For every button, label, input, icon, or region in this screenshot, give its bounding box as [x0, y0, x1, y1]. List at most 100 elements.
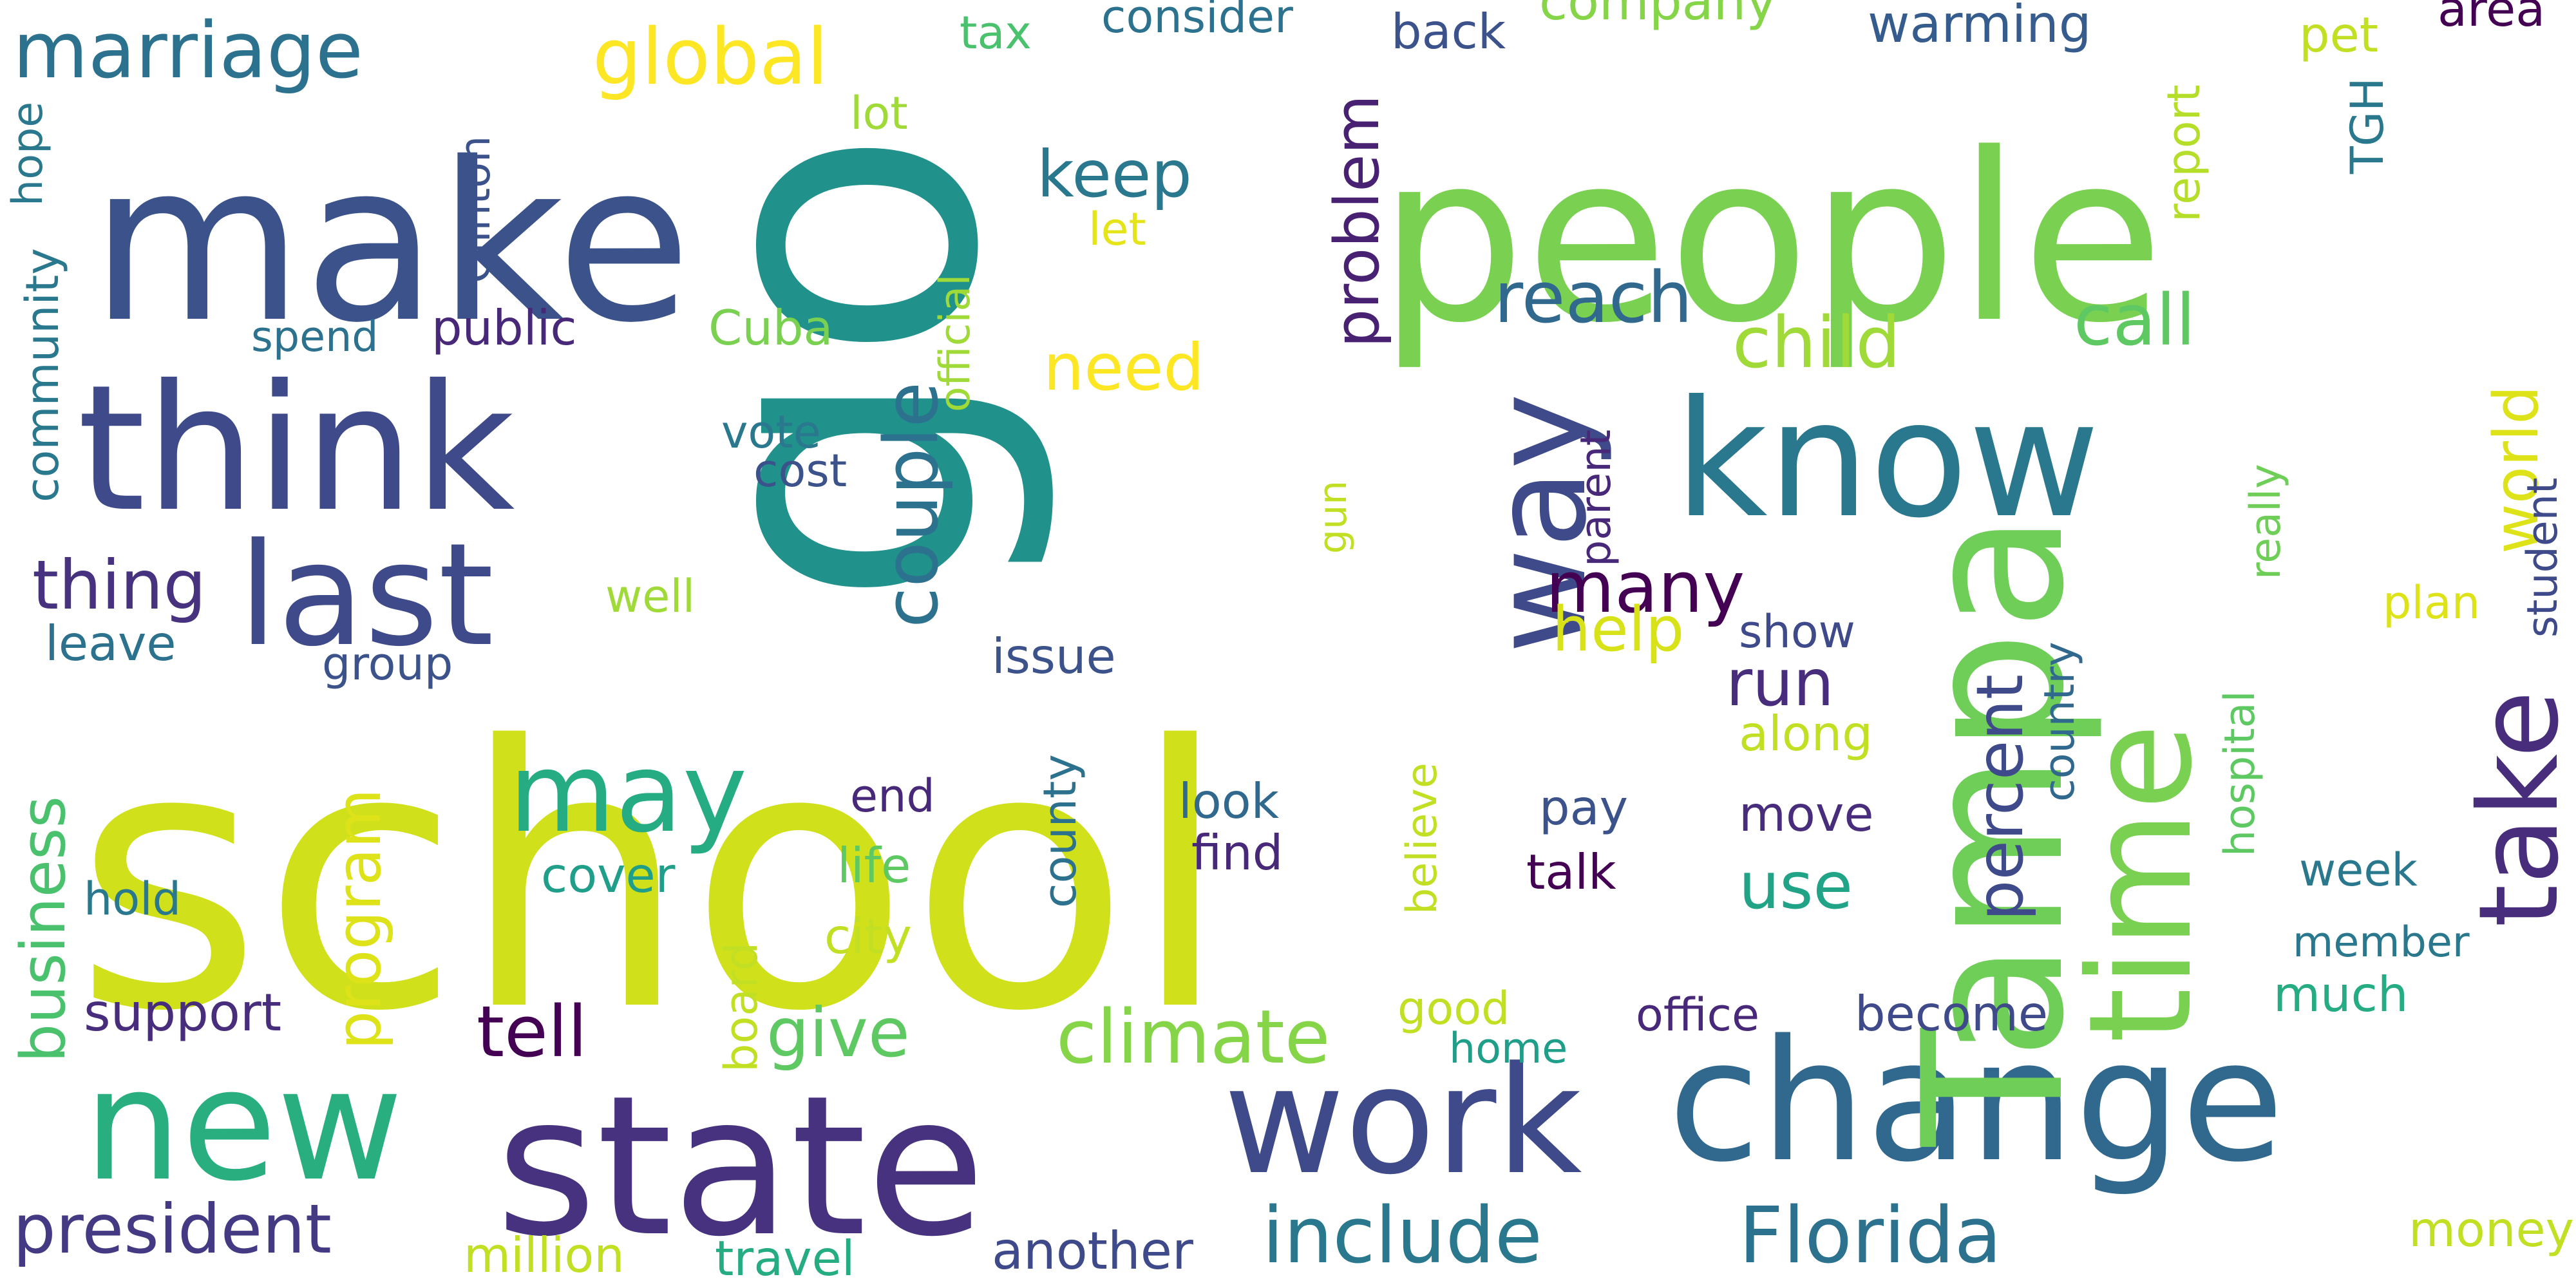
cloud-word-parent: parent [1572, 430, 1620, 567]
cloud-word-week: week [2299, 844, 2418, 896]
cloud-word-go: go [614, 127, 1064, 609]
cloud-word-vote: vote [721, 406, 821, 459]
cloud-word-tax: tax [960, 6, 1032, 59]
cloud-word-make: make [90, 116, 692, 371]
cloud-word-school: school [74, 670, 1230, 1090]
cloud-word-life: life [837, 837, 911, 894]
cloud-word-state: state [496, 1054, 985, 1279]
cloud-word-issue: issue [992, 628, 1116, 685]
cloud-word-spend: spend [251, 313, 379, 361]
cloud-word-good: good [1397, 982, 1510, 1035]
cloud-word-become: become [1855, 985, 2048, 1042]
cloud-word-give: give [766, 994, 910, 1072]
cloud-word-warming: warming [1868, 0, 2092, 54]
cloud-word-business: business [8, 796, 79, 1063]
cloud-word-marriage: marriage [13, 6, 363, 96]
cloud-word-member: member [2293, 918, 2470, 967]
cloud-word-use: use [1739, 848, 1853, 923]
cloud-word-pet: pet [2299, 6, 2378, 63]
cloud-word-cover: cover [541, 847, 676, 904]
cloud-word-hospital: hospital [2216, 690, 2264, 857]
cloud-word-clinton: Clinton [451, 136, 500, 283]
cloud-word-change: change [1668, 1005, 2284, 1199]
cloud-word-group: group [322, 638, 453, 690]
cloud-word-end: end [850, 770, 935, 822]
cloud-word-consider: consider [1101, 0, 1293, 43]
cloud-word-country: country [2036, 641, 2084, 802]
cloud-word-travel: travel [715, 1230, 855, 1287]
cloud-word-work: work [1224, 1036, 1582, 1208]
cloud-word-student: student [2519, 478, 2567, 638]
cloud-word-tampa: Tampa [1882, 513, 2107, 1150]
cloud-word-cost: cost [753, 444, 847, 497]
cloud-word-support: support [84, 983, 281, 1043]
cloud-word-let: let [1088, 203, 1146, 256]
cloud-word-community: community [16, 248, 69, 502]
cloud-word-world: world [2481, 385, 2552, 554]
cloud-word-find: find [1191, 824, 1283, 881]
cloud-word-florida: Florida [1739, 1191, 2002, 1281]
cloud-word-problem: problem [1322, 95, 1393, 348]
cloud-word-county: county [1034, 754, 1086, 908]
cloud-word-run: run [1726, 645, 1834, 721]
cloud-word-million: million [464, 1227, 625, 1283]
cloud-word-time: time [2058, 723, 2223, 1043]
cloud-word-move: move [1739, 786, 1873, 842]
cloud-word-hope: hope [4, 102, 52, 206]
cloud-word-gun: gun [1311, 480, 1356, 554]
cloud-word-child: child [1732, 301, 1900, 384]
cloud-word-include: include [1262, 1191, 1542, 1281]
cloud-word-talk: talk [1526, 844, 1616, 900]
cloud-word-need: need [1043, 330, 1204, 405]
cloud-word-public: public [431, 299, 577, 356]
cloud-word-office: office [1636, 989, 1759, 1041]
cloud-word-hold: hold [84, 873, 181, 925]
cloud-word-plan: plan [2383, 576, 2480, 629]
cloud-word-pay: pay [1539, 779, 1628, 836]
cloud-word-program: program [324, 788, 395, 1050]
cloud-word-city: city [824, 908, 912, 965]
cloud-word-tgh: TGH [2341, 77, 2394, 175]
cloud-word-really: really [2242, 464, 2290, 580]
cloud-word-last: last [238, 513, 494, 677]
cloud-word-official: official [931, 274, 980, 412]
cloud-word-leave: leave [45, 615, 176, 672]
cloud-word-think: think [77, 347, 515, 550]
cloud-word-look: look [1179, 773, 1280, 829]
cloud-word-much: much [2273, 966, 2408, 1023]
cloud-word-keep: keep [1037, 137, 1192, 212]
cloud-word-company: company [1539, 0, 1777, 32]
cloud-word-reach: reach [1494, 256, 1692, 339]
cloud-word-call: call [2074, 279, 2195, 361]
cloud-word-may: may [509, 730, 747, 857]
cloud-word-couple: couple [869, 382, 955, 628]
cloud-word-another: another [992, 1221, 1193, 1281]
cloud-word-new: new [84, 1035, 403, 1215]
cloud-word-way: way [1465, 393, 1615, 654]
cloud-word-cuba: Cuba [708, 299, 833, 356]
cloud-word-many: many [1546, 546, 1745, 629]
cloud-word-president: president [13, 1190, 332, 1269]
cloud-word-believe: believe [1398, 762, 1446, 914]
cloud-word-take: take [2456, 690, 2576, 927]
cloud-word-along: along [1739, 705, 1873, 762]
cloud-word-home: home [1449, 1025, 1567, 1073]
cloud-word-climate: climate [1056, 994, 1330, 1081]
cloud-word-percent: percent [1962, 674, 2038, 921]
cloud-word-board: board [715, 942, 768, 1072]
cloud-word-tell: tell [477, 990, 587, 1073]
cloud-word-well: well [605, 570, 695, 623]
cloud-word-know: know [1674, 366, 2100, 553]
cloud-word-show: show [1739, 605, 1855, 658]
cloud-word-report: report [2157, 84, 2210, 222]
cloud-word-global: global [592, 13, 828, 102]
cloud-word-lot: lot [850, 87, 908, 140]
cloud-word-people: people [1378, 104, 2164, 374]
cloud-word-area: area [2438, 0, 2545, 37]
cloud-word-help: help [1552, 594, 1684, 665]
cloud-word-back: back [1391, 3, 1506, 60]
cloud-word-money: money [2409, 1201, 2574, 1258]
cloud-word-thing: thing [32, 546, 206, 625]
